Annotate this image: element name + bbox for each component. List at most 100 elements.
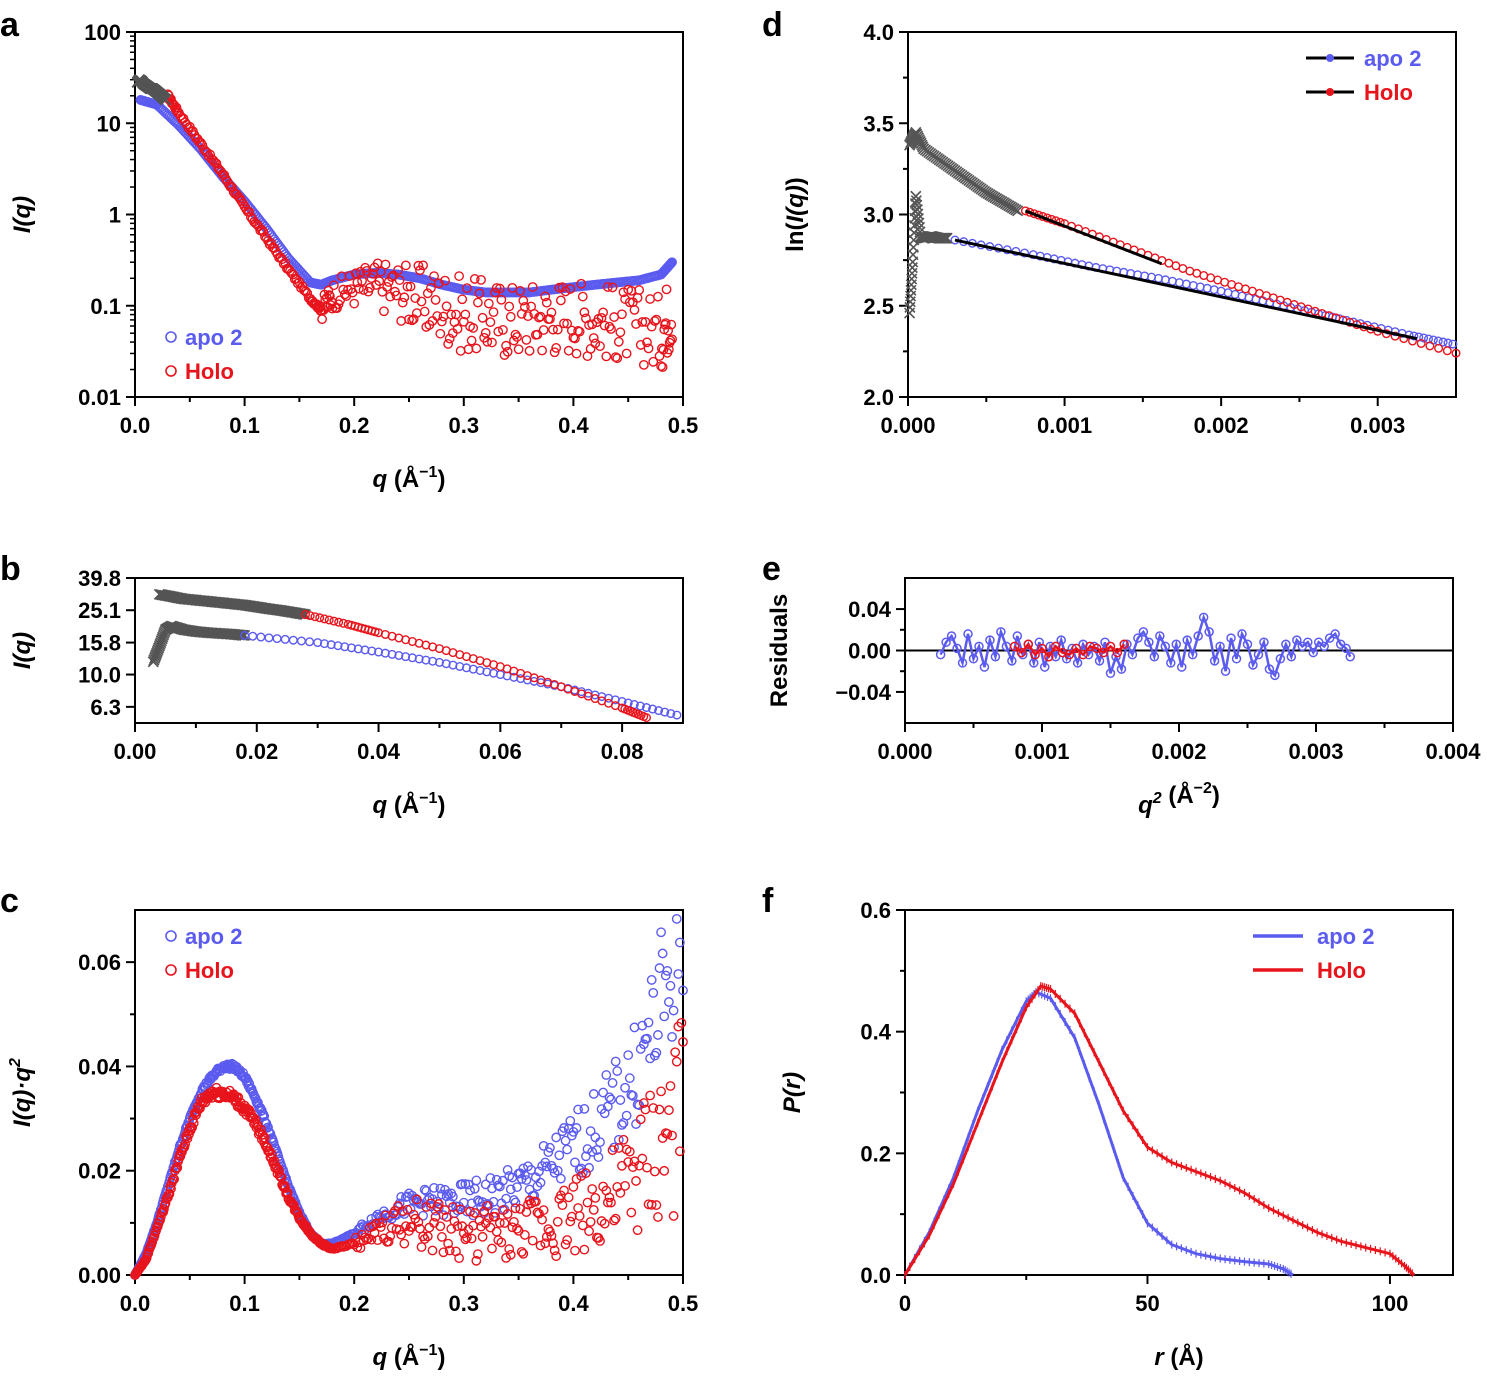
excluded-point-d [910,190,922,202]
data-point-e [1237,629,1247,639]
data-point-c [396,1229,407,1240]
data-point-a [426,283,436,293]
data-point-a [665,335,676,346]
data-point-c [424,1222,435,1233]
data-point-b [296,636,306,646]
data-point-a [451,309,461,320]
data-point-a [576,278,587,289]
data-point-c [160,1198,171,1209]
data-point-a [664,344,674,355]
data-point-c [516,1246,527,1257]
data-point-c [585,1216,596,1227]
data-point-a [364,282,375,293]
data-point-c [487,1243,497,1254]
data-point-e [1105,668,1116,679]
data-point-a [280,258,291,269]
data-point-c [645,1090,656,1101]
data-point-a [649,316,660,326]
data-point-c [555,1173,566,1184]
data-point-c [537,1214,547,1225]
legend-d: apo 2 Holo [1306,46,1421,105]
data-point-a [444,333,455,344]
data-point-c [142,1249,153,1260]
data-point-c [566,1211,577,1222]
x-tick-label-c: 0.5 [668,1291,699,1316]
data-point-c [595,1137,605,1148]
series-d-apo-2-excluded [904,190,953,319]
data-point-c [662,1128,673,1139]
data-point-e [1155,631,1165,641]
data-point-e [1345,651,1355,662]
data-point-a [659,324,670,335]
data-point-c [546,1231,557,1241]
data-point-c [534,1166,544,1177]
panel-letter-a: a [0,6,20,44]
data-point-e [1105,641,1116,652]
data-point-c [590,1132,601,1143]
data-point-c [560,1239,571,1250]
data-point-c [678,1036,688,1047]
data-point-c [651,1200,662,1210]
excluded-point-d [911,204,923,216]
x-tick-label-c: 0.0 [120,1291,151,1316]
x-tick-label-e: 0.002 [1151,739,1206,764]
data-point-e [1171,639,1182,650]
data-point-c [588,1204,599,1215]
y-tick-label-d: 3.0 [863,203,894,228]
data-point-e [1248,660,1258,670]
data-point-a [396,316,407,326]
data-point-c [667,1032,677,1042]
data-point-c [620,1082,630,1093]
data-point-a [513,344,524,355]
data-point-c [402,1204,413,1215]
data-point-a [555,295,566,306]
y-tick-label-e: 0.00 [848,639,891,664]
data-point-a [604,321,615,332]
legend-entry: Holo [1306,80,1413,105]
data-point-c [263,1122,273,1133]
data-point-b [334,617,344,627]
data-point-a [299,285,309,296]
legend-entry: apo 2 [165,924,242,949]
data-point-e [1220,666,1231,676]
data-point-a [422,288,433,299]
data-point-a [488,307,499,318]
data-point-a [590,338,601,349]
data-point-c [670,1047,681,1058]
panel-d: d 0.000 0.001 0.002 0.003 2.0 2.5 3.0 3.5 4.0 ln(I… [762,6,1461,438]
data-point-a [349,298,360,309]
excluded-point-d [910,195,922,207]
data-point-c [485,1173,496,1183]
data-point-a [436,316,447,327]
legend-label: Holo [185,958,234,983]
data-point-a [523,311,533,322]
data-point-c [413,1217,424,1227]
data-point-a [474,288,485,299]
data-point-a [323,285,334,296]
data-point-a [666,258,677,268]
data-point-b [666,709,676,719]
data-point-c [568,1181,579,1192]
data-point-c [512,1223,522,1234]
data-point-c [638,1039,649,1050]
data-point-a [645,294,656,304]
x-tick-label-c: 0.2 [339,1291,370,1316]
data-point-c [496,1237,507,1248]
data-point-e [1064,649,1075,660]
data-point-b [401,652,411,662]
data-point-a [663,325,674,336]
data-point-a [635,340,646,350]
data-point-a [615,327,626,338]
data-point-c [562,1144,573,1155]
x-tick-label-c: 0.1 [229,1291,260,1316]
data-point-c [419,1184,430,1195]
series-a-excluded [131,74,172,106]
data-point-a [532,329,543,340]
data-point-b [635,701,645,711]
data-point-e [1275,654,1286,664]
data-point-c [607,1145,618,1156]
data-point-b [338,618,348,628]
data-point-c [590,1192,601,1203]
data-point-e [1242,639,1253,650]
data-point-c [657,948,668,959]
